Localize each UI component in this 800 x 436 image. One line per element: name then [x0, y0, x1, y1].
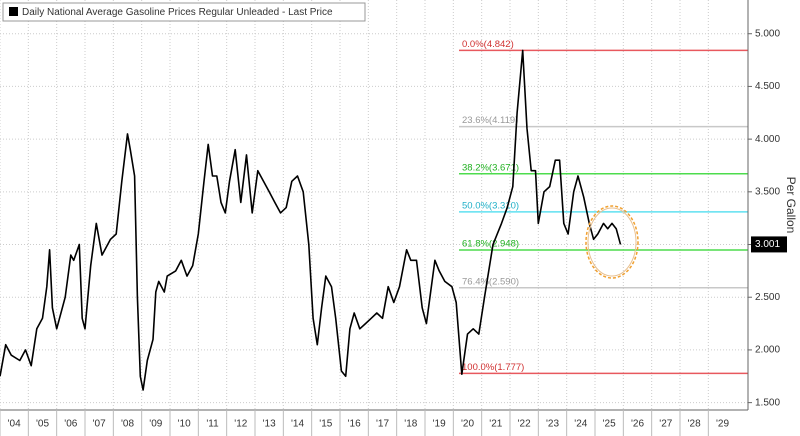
- fib-label: 0.0%(4.842): [462, 39, 514, 50]
- x-tick-label: '24: [574, 419, 587, 430]
- x-tick-label: '21: [489, 419, 502, 430]
- x-tick-label: '26: [631, 419, 644, 430]
- x-tick-label: '07: [93, 419, 106, 430]
- x-tick-label: '12: [234, 419, 247, 430]
- y-tick-label: 5.000: [755, 28, 780, 39]
- x-tick-label: '16: [348, 419, 361, 430]
- x-tick-label: '27: [659, 419, 672, 430]
- x-tick-label: '11: [206, 419, 219, 430]
- x-tick-label: '10: [178, 419, 191, 430]
- y-tick-label: 4.500: [755, 81, 780, 92]
- x-tick-label: '19: [433, 419, 446, 430]
- y-tick-label: 3.500: [755, 186, 780, 197]
- last-price-box: [751, 236, 787, 253]
- x-tick-label: '22: [518, 419, 531, 430]
- x-tick-label: '04: [8, 419, 21, 430]
- fib-label: 23.6%(4.119): [462, 115, 518, 126]
- x-tick-label: '17: [376, 419, 389, 430]
- x-tick-label: '20: [461, 419, 474, 430]
- x-tick-label: '18: [404, 419, 417, 430]
- price-line: [0, 49, 622, 391]
- x-tick-label: '28: [688, 419, 701, 430]
- y-axis-label: Per Gallon: [784, 177, 798, 234]
- y-tick-label: 1.500: [755, 397, 780, 408]
- fib-label: 76.4%(2.590): [462, 276, 519, 287]
- legend-box: [2, 2, 366, 22]
- x-tick-label: '23: [546, 419, 559, 430]
- plot: [0, 49, 622, 391]
- x-tick-label: '15: [319, 419, 332, 430]
- y-tick-label: 2.500: [755, 292, 780, 303]
- x-tick-label: '09: [149, 419, 162, 430]
- fib-label: 38.2%(3.671): [462, 162, 519, 173]
- last-price-label: 3.001: [755, 239, 780, 250]
- legend-label: Daily National Average Gasoline Prices R…: [22, 7, 333, 18]
- fib-label: 61.8%(2.948): [462, 239, 519, 250]
- x-tick-label: '05: [36, 419, 49, 430]
- highlight-circle-inner: [587, 207, 637, 277]
- y-tick-label: 2.000: [755, 345, 780, 356]
- y-tick-label: 4.000: [755, 134, 780, 145]
- x-tick-label: '14: [291, 419, 304, 430]
- fib-label: 50.0%(3.310): [462, 200, 519, 211]
- x-tick-label: '25: [603, 419, 616, 430]
- x-tick-label: '13: [263, 419, 276, 430]
- x-tick-label: '29: [716, 419, 729, 430]
- legend-swatch: [9, 7, 18, 16]
- x-tick-label: '06: [64, 419, 77, 430]
- fib-label: 100.0%(1.777): [462, 362, 524, 373]
- x-tick-label: '08: [121, 419, 134, 430]
- fibonacci-levels: 0.0%(4.842) 23.6%(4.119) 38.2%(3.671) 50.0%…: [459, 39, 748, 375]
- highlight-circle: [585, 205, 639, 279]
